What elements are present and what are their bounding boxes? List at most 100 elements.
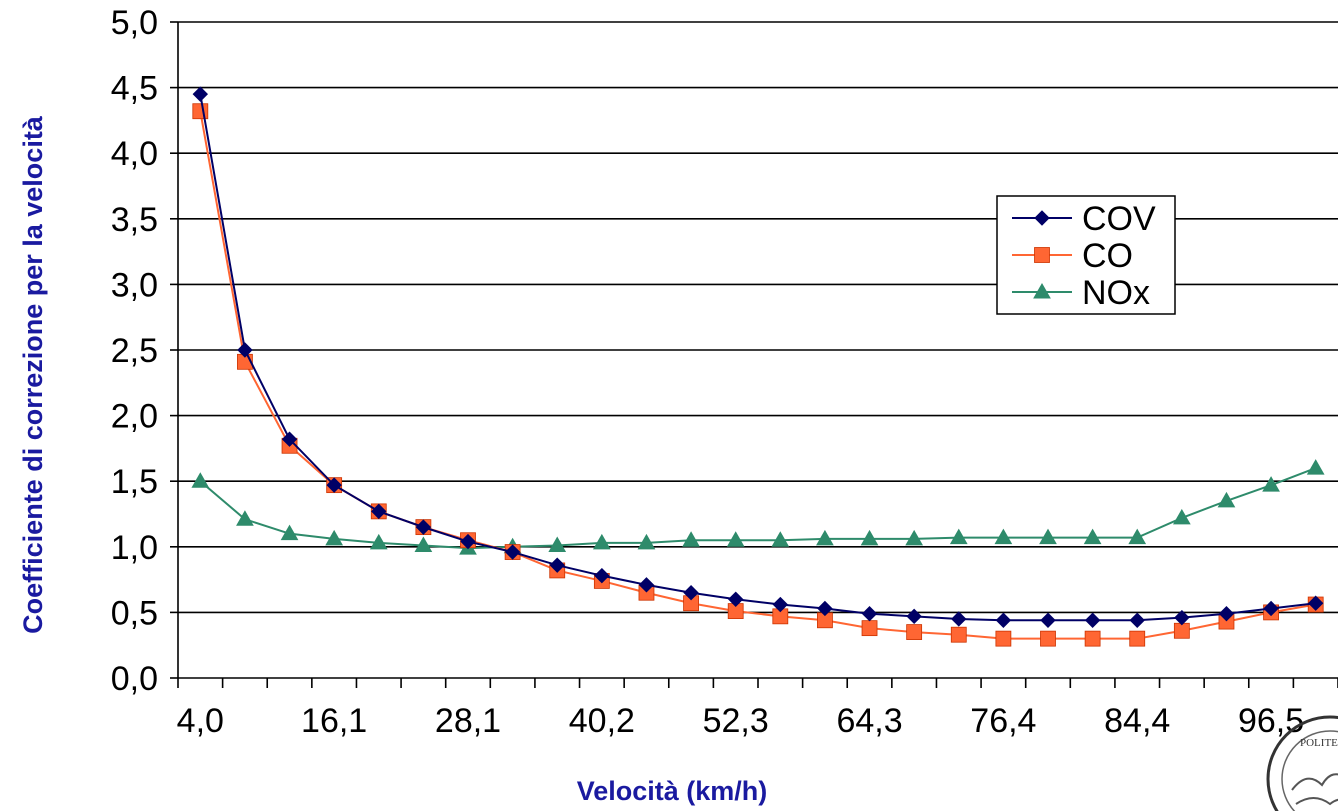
point-nox — [637, 533, 656, 550]
point-nox — [1128, 528, 1147, 545]
legend-label-nox: NOx — [1082, 274, 1150, 312]
point-cov — [594, 567, 610, 584]
point-cov — [683, 585, 699, 601]
grid-lines — [178, 21, 1338, 614]
line-co — [199, 111, 1316, 640]
point-co — [906, 624, 923, 640]
point-nox — [236, 510, 254, 526]
legend-entry-cov: COV — [1012, 200, 1156, 238]
x-tick-label: 16,1 — [301, 702, 367, 740]
point-nox — [1217, 491, 1236, 508]
point-cov — [995, 612, 1012, 628]
university-seal: POLITEC — [1266, 715, 1338, 811]
point-nox — [905, 529, 924, 546]
point-cov — [237, 342, 253, 358]
point-cov — [772, 596, 789, 613]
point-nox — [1172, 508, 1191, 525]
series-group — [191, 86, 1325, 647]
legend-entry-co: CO — [1012, 237, 1133, 275]
point-cov — [371, 503, 387, 520]
point-cov — [1174, 609, 1190, 626]
y-tick-label: 1,0 — [111, 529, 158, 567]
y-tick-label: 4,0 — [111, 135, 158, 173]
point-nox — [816, 529, 834, 546]
point-co — [861, 620, 878, 637]
point-co — [950, 626, 967, 643]
y-tick-label: 5,0 — [111, 4, 158, 42]
legend-marker-nox — [1033, 282, 1051, 299]
point-cov — [727, 591, 744, 607]
point-nox — [1039, 528, 1057, 545]
x-tick-label: 40,2 — [569, 702, 635, 740]
series-nox — [191, 459, 1325, 555]
legend-label-co: CO — [1082, 237, 1133, 275]
point-nox — [771, 531, 790, 547]
point-cov — [951, 611, 967, 627]
x-tick-label: 84,4 — [1104, 702, 1170, 740]
point-cov — [549, 557, 565, 573]
point-nox — [414, 536, 433, 552]
point-cov — [1307, 595, 1324, 611]
line-nox — [199, 467, 1317, 550]
legend-entry-nox: NOx — [1012, 274, 1150, 312]
point-cov — [1263, 600, 1279, 617]
point-co — [995, 630, 1012, 647]
y-tick-label: 2,5 — [111, 332, 158, 370]
point-cov — [817, 600, 833, 617]
point-co — [1173, 622, 1190, 639]
point-cov — [326, 477, 342, 493]
y-tick-label: 2,0 — [111, 398, 158, 436]
x-tick-label: 76,4 — [970, 702, 1036, 740]
y-tick-label: 0,5 — [111, 594, 158, 632]
y-axis-title: Coefficiente di correzione per la veloci… — [18, 115, 48, 634]
x-tick-label: 64,3 — [836, 702, 902, 740]
y-tick-label: 4,5 — [111, 70, 158, 108]
x-axis-title: Velocità (km/h) — [577, 776, 768, 806]
point-nox — [548, 536, 567, 552]
point-nox — [280, 524, 299, 541]
point-nox — [1083, 528, 1102, 545]
series-cov — [192, 86, 1324, 628]
x-tick-label: 28,1 — [435, 702, 501, 740]
point-cov — [281, 431, 298, 447]
point-cov — [460, 533, 476, 550]
svg-text:POLITEC: POLITEC — [1300, 737, 1338, 749]
point-co — [1040, 630, 1056, 647]
point-nox — [325, 529, 344, 546]
y-tick-label: 3,5 — [111, 201, 158, 239]
point-cov — [1084, 612, 1101, 628]
point-cov — [1129, 612, 1145, 628]
point-co — [192, 103, 209, 120]
legend-marker-co — [1034, 247, 1050, 263]
point-nox — [994, 528, 1013, 545]
point-nox — [860, 529, 879, 546]
point-nox — [949, 528, 968, 545]
y-tick-label: 3,0 — [111, 266, 158, 304]
axes — [170, 21, 1338, 688]
y-tick-labels: 0,0 0,5 1,0 1,5 2,0 2,5 3,0 3,5 4,0 4,5 5,0 — [111, 4, 158, 698]
legend-marker-cov — [1034, 210, 1050, 226]
x-tick-label: 52,3 — [703, 702, 769, 740]
point-nox — [191, 472, 210, 488]
y-tick-label: 0,0 — [111, 660, 158, 698]
point-cov — [504, 544, 521, 560]
point-nox — [1306, 459, 1325, 475]
point-co — [1084, 630, 1101, 647]
x-tick-labels: 4,0 16,1 28,1 40,2 52,3 64,3 76,4 84,4 96,5 — [177, 702, 1304, 740]
point-co — [1129, 630, 1146, 647]
point-nox — [369, 533, 388, 550]
point-cov — [638, 577, 655, 593]
point-cov — [861, 606, 878, 622]
y-tick-label: 1,5 — [111, 463, 158, 501]
series-co — [192, 103, 1324, 647]
point-cov — [192, 86, 209, 102]
point-nox — [1262, 476, 1280, 492]
point-nox — [682, 531, 700, 547]
point-nox — [592, 533, 611, 550]
point-cov — [1040, 612, 1056, 628]
x-tick-label: 96,5 — [1238, 702, 1304, 740]
point-cov — [906, 608, 922, 625]
legend-label-cov: COV — [1082, 200, 1156, 238]
